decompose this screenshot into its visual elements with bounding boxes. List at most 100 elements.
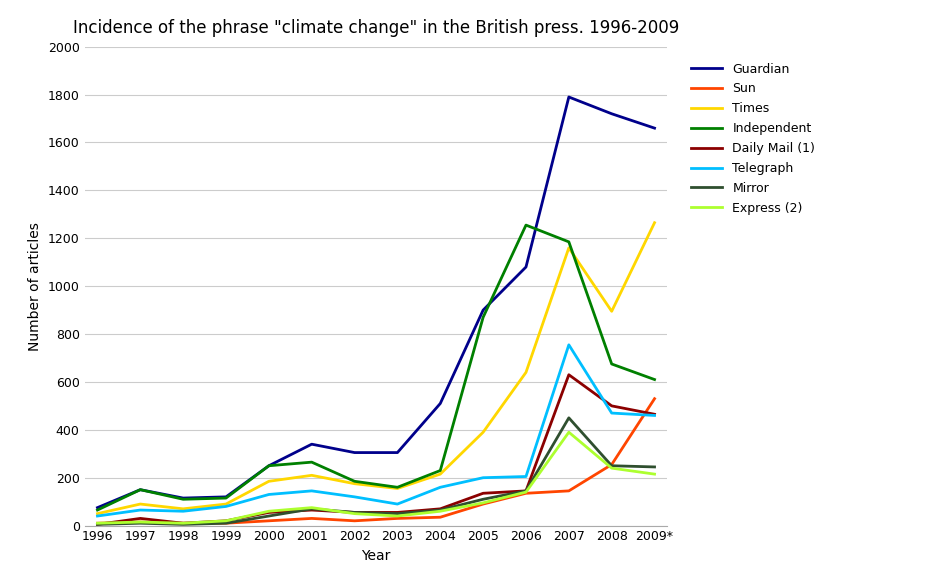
Independent [349, 478, 360, 485]
Telegraph [306, 488, 318, 495]
Times [306, 472, 318, 479]
Guardian [649, 124, 660, 131]
Sun [349, 517, 360, 524]
Daily Mail (1) [220, 517, 231, 524]
Independent [606, 360, 618, 367]
Title: Incidence of the phrase "climate change" in the British press. 1996-2009: Incidence of the phrase "climate change"… [73, 19, 679, 37]
Daily Mail (1) [178, 520, 189, 527]
Telegraph [134, 506, 146, 513]
Y-axis label: Number of articles: Number of articles [28, 222, 42, 350]
Express (2) [521, 489, 532, 496]
Mirror [434, 506, 446, 513]
Guardian [220, 493, 231, 500]
Telegraph [521, 473, 532, 480]
Independent [306, 458, 318, 465]
Express (2) [134, 519, 146, 526]
Independent [392, 484, 403, 491]
Times [220, 500, 231, 507]
Daily Mail (1) [92, 521, 103, 528]
Express (2) [349, 510, 360, 517]
Guardian [92, 504, 103, 511]
Independent [649, 376, 660, 383]
Guardian [134, 486, 146, 493]
Guardian [349, 449, 360, 456]
Express (2) [178, 520, 189, 527]
Guardian [392, 449, 403, 456]
Line: Guardian: Guardian [98, 97, 654, 507]
Daily Mail (1) [434, 505, 446, 512]
Times [178, 505, 189, 512]
Independent [134, 486, 146, 493]
Daily Mail (1) [349, 509, 360, 516]
Mirror [563, 415, 574, 422]
Mirror [349, 509, 360, 516]
Sun [178, 520, 189, 527]
Sun [649, 395, 660, 402]
Express (2) [478, 499, 489, 506]
Independent [521, 221, 532, 228]
Times [606, 308, 618, 315]
Express (2) [649, 471, 660, 478]
Telegraph [92, 513, 103, 520]
Independent [563, 238, 574, 245]
Times [649, 219, 660, 226]
Line: Mirror: Mirror [98, 418, 654, 524]
Telegraph [349, 493, 360, 500]
Daily Mail (1) [306, 506, 318, 513]
Telegraph [392, 500, 403, 507]
Sun [606, 461, 618, 468]
Independent [178, 496, 189, 503]
Daily Mail (1) [478, 490, 489, 497]
Mirror [263, 513, 274, 520]
Daily Mail (1) [134, 515, 146, 522]
Express (2) [434, 507, 446, 515]
Guardian [563, 93, 574, 100]
Daily Mail (1) [563, 371, 574, 378]
Line: Express (2): Express (2) [98, 432, 654, 523]
Mirror [521, 488, 532, 495]
Independent [434, 467, 446, 474]
Express (2) [263, 507, 274, 515]
Express (2) [606, 465, 618, 472]
Guardian [178, 495, 189, 502]
Line: Sun: Sun [98, 399, 654, 523]
Independent [220, 495, 231, 502]
Mirror [178, 521, 189, 528]
Times [349, 480, 360, 487]
Express (2) [92, 520, 103, 527]
Mirror [92, 521, 103, 528]
Line: Independent: Independent [98, 225, 654, 510]
Daily Mail (1) [521, 488, 532, 495]
Mirror [220, 520, 231, 527]
Telegraph [220, 503, 231, 510]
Sun [563, 488, 574, 495]
Independent [478, 314, 489, 321]
Telegraph [178, 507, 189, 515]
Sun [263, 517, 274, 524]
Times [434, 471, 446, 478]
Daily Mail (1) [392, 509, 403, 516]
Sun [392, 515, 403, 522]
Daily Mail (1) [649, 411, 660, 418]
Legend: Guardian, Sun, Times, Independent, Daily Mail (1), Telegraph, Mirror, Express (2: Guardian, Sun, Times, Independent, Daily… [691, 62, 815, 215]
Times [392, 485, 403, 492]
Times [563, 244, 574, 251]
Sun [134, 519, 146, 526]
Telegraph [649, 412, 660, 419]
Telegraph [563, 341, 574, 348]
Guardian [606, 110, 618, 117]
Independent [92, 506, 103, 513]
Guardian [478, 307, 489, 314]
Sun [478, 500, 489, 507]
Mirror [606, 463, 618, 470]
Line: Telegraph: Telegraph [98, 345, 654, 516]
Telegraph [478, 474, 489, 481]
Express (2) [220, 517, 231, 524]
Mirror [134, 520, 146, 527]
Sun [220, 520, 231, 527]
Mirror [649, 464, 660, 471]
Times [263, 478, 274, 485]
Guardian [306, 441, 318, 448]
Sun [521, 490, 532, 497]
Line: Daily Mail (1): Daily Mail (1) [98, 375, 654, 524]
